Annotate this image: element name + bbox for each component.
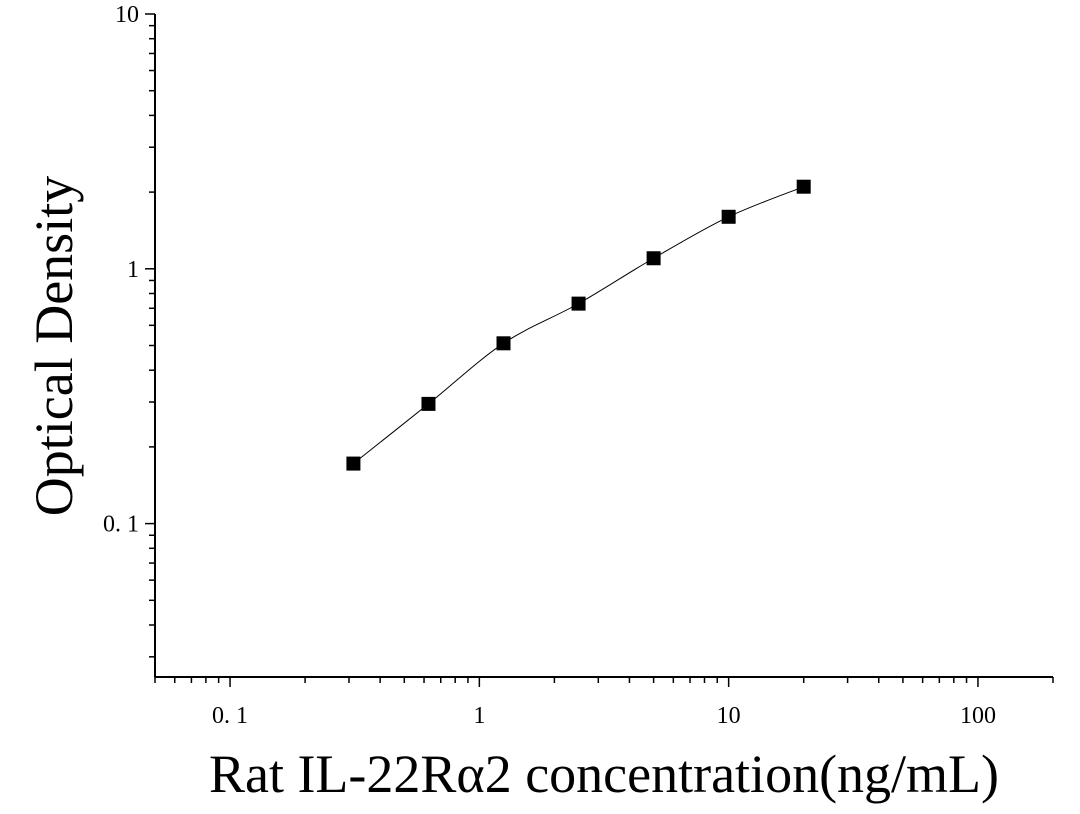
data-point	[796, 179, 811, 194]
data-points	[346, 179, 811, 471]
y-tick-label: 1	[127, 257, 139, 283]
data-point	[571, 296, 586, 311]
x-axis-title: Rat IL-22Rα2 concentration(ng/mL)	[209, 744, 999, 804]
data-point	[496, 336, 511, 351]
y-axis-ticks	[145, 13, 155, 658]
y-tick-label: 10	[115, 2, 139, 28]
y-axis-title: Optical Density	[24, 176, 84, 516]
x-tick-label: 10	[717, 703, 741, 729]
x-axis-ticks	[154, 677, 1054, 687]
axes	[154, 14, 1053, 678]
y-tick-label: 0. 1	[103, 512, 139, 538]
x-tick-label: 1	[473, 703, 485, 729]
y-axis-tick-labels: 0. 1 1 10	[103, 2, 139, 538]
data-point	[646, 251, 661, 266]
x-axis-tick-labels: 0. 1 1 10 100	[212, 703, 996, 729]
fit-curve	[353, 186, 804, 464]
data-point	[721, 209, 736, 224]
data-point	[421, 396, 436, 411]
data-point	[346, 456, 361, 471]
x-tick-label: 0. 1	[212, 703, 248, 729]
x-tick-label: 100	[960, 703, 996, 729]
